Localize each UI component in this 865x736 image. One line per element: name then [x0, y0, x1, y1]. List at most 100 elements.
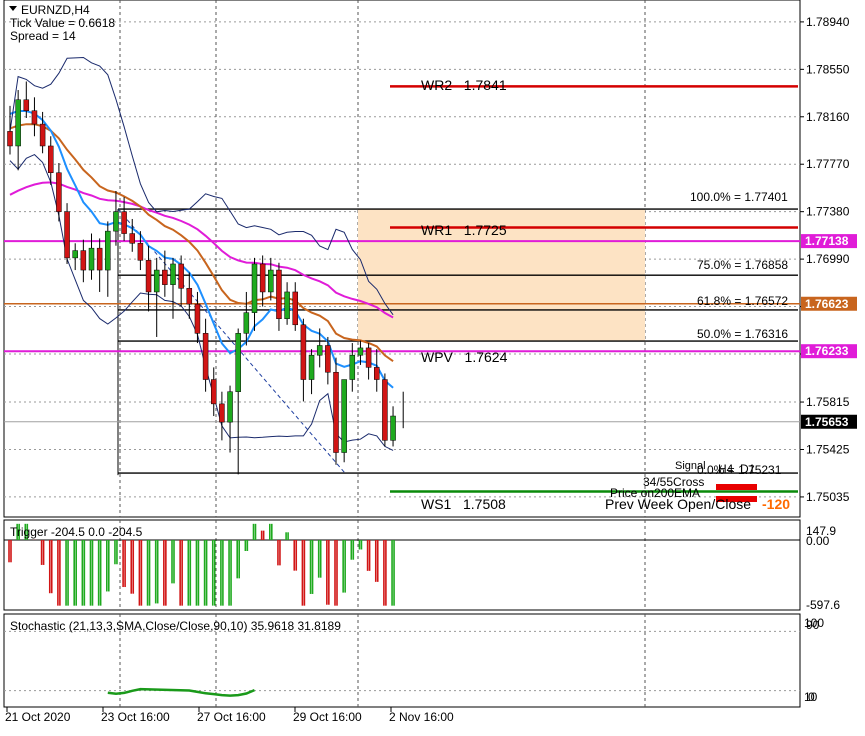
stoch-scale-10: 10	[804, 690, 818, 704]
candle-body	[186, 288, 193, 305]
tick-value-label: Tick Value = 0.6618	[10, 16, 115, 30]
candle-body	[227, 391, 233, 423]
candle-body	[105, 230, 111, 271]
candle-body	[153, 269, 160, 293]
price-tags: 1.77138 1.76623 1.76233 1.75653	[801, 234, 857, 429]
d1-label: D1	[740, 462, 756, 476]
candle-body	[251, 263, 258, 313]
h4-label: H4	[718, 462, 734, 476]
price-axis: 1.78940 1.78550 1.78160 1.77770 1.77380 1.769…	[800, 15, 850, 504]
candle-body	[219, 403, 225, 423]
stoch-oversold-segment	[107, 687, 255, 697]
time-label: 29 Oct 16:00	[293, 710, 362, 724]
candle-body	[341, 379, 347, 453]
candle-body	[349, 354, 356, 380]
candle-body	[48, 145, 54, 173]
candle-body	[96, 247, 103, 271]
price-tick-label: 1.78160	[806, 110, 850, 124]
candle-body	[23, 99, 30, 111]
candle-body	[194, 303, 201, 334]
stoch-scale-top: 100	[804, 616, 824, 630]
spread-label: Spread = 14	[10, 29, 76, 43]
price-tick-label: 1.77770	[806, 157, 850, 171]
fib-50-label: 50.0% = 1.76316	[697, 327, 788, 341]
time-label: 23 Oct 16:00	[101, 710, 170, 724]
trigger-scale-top: 147.9	[806, 524, 836, 538]
stoch-title: Stochastic (21,13,3,SMA,Close/Close,90,1…	[10, 619, 341, 633]
time-label: 21 Oct 2020	[5, 710, 71, 724]
signal-label: Signal	[675, 460, 706, 472]
wpv-label: WPV 1.7624	[421, 349, 508, 365]
ema200-label: Price on200EMA	[610, 486, 700, 500]
band-lower	[9, 154, 394, 451]
ema-signal-marker	[716, 496, 757, 502]
candle-body	[88, 247, 95, 271]
price-tick-label: 1.78940	[806, 15, 850, 29]
candle-body	[308, 354, 315, 380]
candle-body	[374, 367, 380, 380]
candle-body	[39, 123, 46, 147]
level-lines	[4, 85, 800, 493]
stochastic-panel-frame	[3, 613, 801, 708]
price-tick-label: 1.75425	[806, 442, 850, 456]
candle-body	[121, 211, 127, 234]
candle-body	[137, 243, 144, 261]
price-tag-label: 1.76233	[805, 344, 849, 358]
price-tick-label: 1.76990	[806, 252, 850, 266]
trigger-scale-bottom: -597.6	[806, 598, 840, 612]
cross-label: 34/55Cross	[643, 475, 704, 489]
wr2-label: WR2 1.7841	[421, 77, 507, 93]
time-label: 27 Oct 16:00	[197, 710, 266, 724]
candle-body	[80, 250, 87, 271]
ema-blue-line	[9, 110, 394, 389]
price-tag-label: 1.75653	[805, 415, 849, 429]
candle-body	[382, 379, 388, 441]
price-tick-label: 1.78550	[806, 62, 850, 76]
price-tick-label: 1.77380	[806, 205, 850, 219]
candle-body	[202, 333, 209, 380]
trigger-panel-frame	[3, 519, 801, 611]
trigger-scale-zero: 0.00	[806, 534, 830, 548]
time-axis: 21 Oct 2020 23 Oct 16:00 27 Oct 16:00 29 Oc…	[5, 707, 454, 724]
price-tag-label: 1.76623	[805, 297, 849, 311]
ema-brown-line	[9, 123, 394, 363]
candle-body	[325, 345, 331, 373]
wr1-label: WR1 1.7725	[421, 222, 507, 238]
candle-body	[56, 172, 62, 212]
fib-75-label: 75.0% = 1.76858	[697, 258, 788, 272]
candle-body	[300, 324, 307, 380]
price-tag-bg	[801, 414, 857, 429]
price-tag-bg	[801, 234, 857, 249]
candle-body	[276, 269, 282, 319]
cross-signal-marker	[716, 484, 757, 490]
candle-body	[365, 347, 372, 368]
candle-body	[333, 371, 339, 453]
candle-body	[129, 233, 135, 244]
ema-magenta-line	[9, 181, 394, 319]
time-label: 2 Nov 16:00	[389, 710, 454, 724]
candle-body	[113, 211, 119, 232]
candle-body	[178, 263, 184, 289]
stoch-scale-90: 90	[806, 618, 820, 632]
price-tag-bg	[801, 344, 857, 359]
fib-61-label: 61.8% = 1.76572	[697, 294, 788, 308]
fib-100-label: 100.0% = 1.77401	[690, 190, 788, 204]
prev-week-label: Prev Week Open/Close	[605, 496, 751, 512]
band-upper	[9, 56, 394, 316]
candle-body	[284, 291, 290, 319]
candle-body	[31, 110, 38, 125]
price-tag-bg	[801, 296, 857, 311]
candle-body	[170, 263, 176, 285]
price-tick-label: 1.75815	[806, 395, 850, 409]
ws1-label: WS1 1.7508	[421, 496, 506, 512]
candle-body	[7, 131, 13, 147]
candle-body	[15, 99, 21, 147]
prev-week-value: -120	[762, 496, 790, 512]
candle-body	[235, 333, 241, 392]
candle-body	[243, 312, 250, 334]
signals-box	[716, 484, 757, 502]
symbol-dropdown-icon[interactable]	[9, 6, 17, 11]
candle-body	[211, 379, 217, 405]
